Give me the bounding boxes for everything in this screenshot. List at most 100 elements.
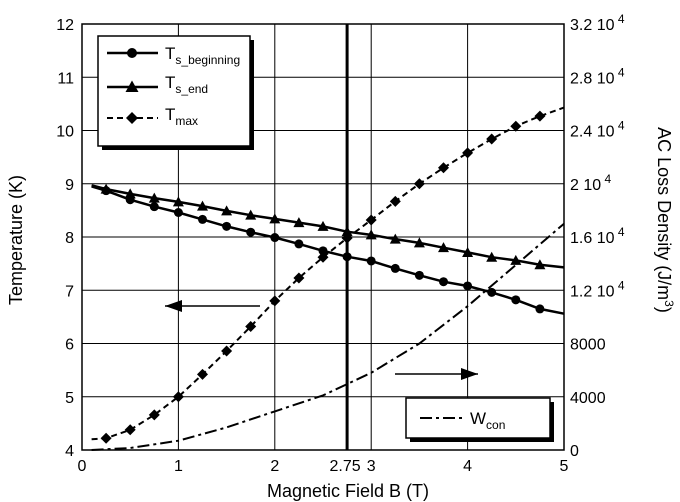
x-tick-label: 1 — [174, 458, 183, 475]
y2-tick-label: 1.2 10 4 — [570, 278, 625, 300]
data-point — [124, 424, 136, 436]
y2-tick-exponent: 4 — [601, 172, 611, 186]
y2-tick-exponent: 4 — [614, 12, 624, 26]
y-tick-label: 10 — [56, 124, 74, 141]
data-point — [390, 263, 400, 273]
arrow-left — [165, 300, 260, 312]
legend-subscript: max — [175, 114, 198, 128]
data-point — [318, 246, 328, 256]
series-t-max — [91, 106, 565, 444]
y-tick-label: 6 — [65, 337, 74, 354]
x-tick-label: 0 — [78, 458, 87, 475]
data-point — [535, 304, 545, 314]
y2-tick-label: 8000 — [570, 337, 606, 354]
legend-entry-t-max: Tmax — [107, 105, 198, 128]
legend-subscript: s_end — [175, 82, 208, 96]
data-point — [197, 200, 208, 211]
data-point — [463, 281, 473, 291]
data-point — [222, 221, 232, 231]
data-point — [246, 227, 256, 237]
legend-top: Ts_beginning Ts_end Tmax — [97, 35, 254, 150]
data-point — [270, 233, 280, 243]
data-point — [173, 208, 183, 218]
series-line-t-max — [91, 106, 565, 441]
data-point — [341, 226, 353, 237]
y-tick-label: 9 — [65, 177, 74, 194]
data-point — [342, 252, 352, 262]
data-point — [486, 133, 498, 145]
data-point — [389, 195, 401, 207]
y2-tick-mantissa: 8000 — [570, 337, 606, 354]
y2-tick-label: 2.8 10 4 — [570, 65, 625, 87]
y2-tick-mantissa: 2 10 — [570, 177, 601, 194]
data-point — [511, 295, 521, 305]
data-point — [413, 178, 425, 190]
data-point — [317, 251, 329, 263]
data-point — [294, 239, 304, 249]
data-point — [317, 220, 329, 231]
data-point — [148, 192, 160, 203]
y2-tick-label: 2.4 10 4 — [570, 119, 625, 141]
x-axis-title: Magnetic Field B (T) — [267, 481, 429, 501]
y-tick-label: 12 — [56, 17, 74, 34]
data-point — [197, 368, 208, 380]
y2-tick-label: 2 10 4 — [570, 172, 611, 194]
series-t-s-beginning — [91, 185, 565, 315]
data-point — [413, 237, 425, 248]
legend-label: T — [165, 105, 175, 124]
data-point — [269, 213, 281, 224]
y2-tick-label: 4000 — [570, 390, 606, 407]
data-point — [149, 202, 159, 212]
data-point — [293, 217, 305, 228]
legend-entry-w-con: Wcon — [420, 409, 505, 432]
y2-tick-exponent: 4 — [614, 225, 624, 239]
legend-entry-t-s-beginning: Ts_beginning — [107, 44, 240, 67]
y-tick-label: 8 — [65, 230, 74, 247]
svg-text:Wcon: Wcon — [470, 409, 505, 432]
legend-label: W — [470, 409, 486, 428]
data-point — [245, 209, 257, 220]
y-tick-label: 5 — [65, 390, 74, 407]
series-line-w-con — [91, 222, 565, 451]
data-point — [100, 183, 112, 194]
data-point — [221, 345, 233, 357]
legend-subscript: con — [486, 418, 505, 432]
data-point — [293, 272, 305, 284]
data-point — [438, 242, 449, 253]
legend-entry-t-s-end: Ts_end — [107, 73, 208, 96]
data-point — [365, 229, 377, 240]
data-point — [148, 409, 160, 421]
data-point — [439, 277, 448, 287]
x-tick-label: 3 — [367, 458, 376, 475]
data-point — [365, 214, 377, 226]
y2-axis-title-close: ) — [654, 307, 674, 313]
data-point — [462, 246, 474, 257]
data-point — [389, 233, 401, 244]
data-point — [100, 432, 112, 444]
data-point — [269, 295, 281, 307]
legend-bottom: Wcon — [405, 397, 554, 442]
y-axis-title: Temperature (K) — [6, 175, 26, 305]
data-point — [438, 162, 449, 174]
data-point — [341, 232, 353, 244]
y-tick-label: 4 — [65, 443, 74, 460]
legend-label: T — [165, 44, 175, 63]
y2-tick-label: 3.2 10 4 — [570, 12, 625, 34]
data-point — [510, 120, 522, 132]
y2-axis-title-text: AC Loss Density (J/m — [654, 127, 674, 300]
y2-axis-title-superscript: 3 — [662, 300, 676, 307]
y2-tick-mantissa: 1.2 10 — [570, 283, 615, 300]
svg-text:Ts_end: Ts_end — [165, 73, 208, 96]
y2-tick-mantissa: 2.8 10 — [570, 70, 615, 87]
data-point — [366, 256, 376, 266]
svg-text:Tmax: Tmax — [165, 105, 198, 128]
y2-tick-mantissa: 3.2 10 — [570, 17, 615, 34]
y2-tick-exponent: 4 — [614, 65, 624, 79]
data-point — [414, 270, 424, 280]
y2-tick-mantissa: 2.4 10 — [570, 124, 615, 141]
y2-tick-mantissa: 0 — [570, 443, 579, 460]
data-point — [172, 196, 184, 207]
y2-tick-exponent: 4 — [614, 278, 624, 292]
